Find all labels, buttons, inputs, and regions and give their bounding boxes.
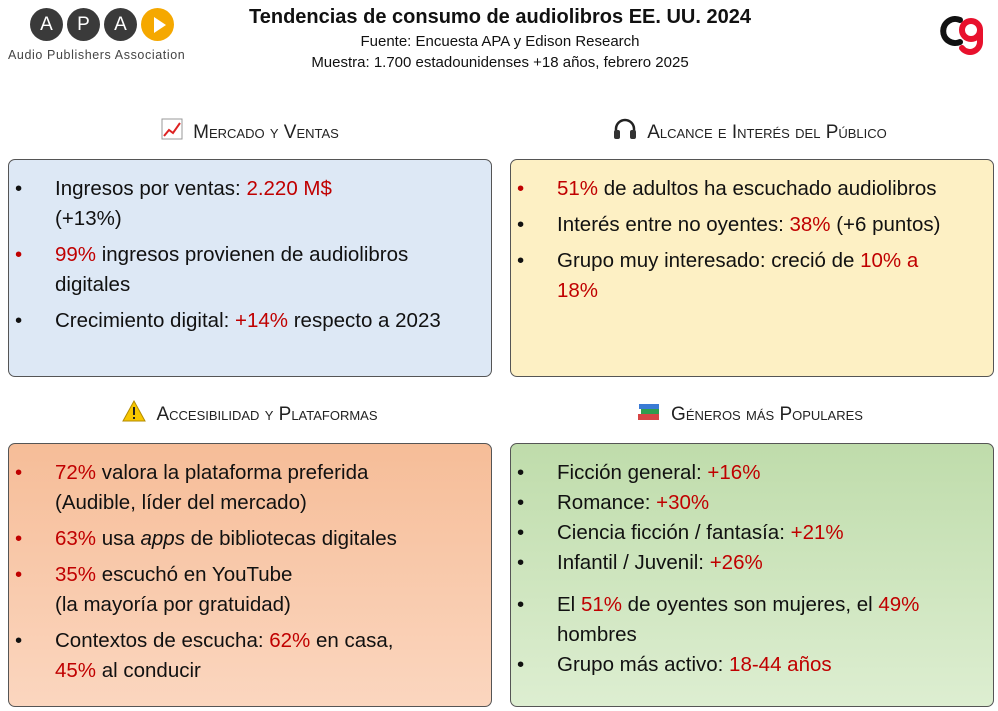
list-item: 99% ingresos provienen de audiolibros di… [15, 240, 451, 300]
reach-heading: Alcance e Interés del Público [508, 118, 992, 146]
cg-logo-icon [940, 16, 983, 55]
apa-letter-p: P [67, 8, 100, 41]
headphones-icon [613, 118, 637, 146]
genres-heading: Géneros más Populares [508, 400, 992, 428]
reach-title: Alcance e Interés del Público [647, 122, 887, 143]
list-item: Infantil / Juvenil: +26% [517, 548, 953, 578]
list-item: Crecimiento digital: +14% respecto a 202… [15, 306, 451, 336]
page-title: Tendencias de consumo de audiolibros EE.… [249, 6, 751, 28]
access-panel: 72% valora la plataforma preferida (Audi… [8, 443, 492, 707]
page-header: Tendencias de consumo de audiolibros EE.… [220, 6, 780, 71]
list-item: Romance: +30% [517, 488, 953, 518]
list-item: Grupo más activo: 18-44 años [517, 650, 953, 680]
list-item: Ingresos por ventas: 2.220 M$ (+13%) [15, 174, 451, 234]
source-line: Fuente: Encuesta APA y Edison Research [360, 33, 640, 50]
list-item: El 51% de oyentes son mujeres, el 49% ho… [517, 590, 953, 650]
reach-panel: 51% de adultos ha escuchado audiolibros … [510, 159, 994, 377]
list-item: 35% escuchó en YouTube(la mayoría por gr… [15, 560, 451, 620]
apa-letter-a2: A [104, 8, 137, 41]
access-heading: Accesibilidad y Plataformas [8, 399, 492, 428]
list-item: Ficción general: +16% [517, 458, 953, 488]
list-item: 72% valora la plataforma preferida (Audi… [15, 458, 451, 518]
sample-line: Muestra: 1.700 estadounidenses +18 años,… [311, 54, 689, 71]
list-item: Grupo muy interesado: creció de 10% a 18… [517, 246, 953, 306]
list-item: 63% usa apps de bibliotecas digitales [15, 524, 451, 554]
apa-letter-a: A [30, 8, 63, 41]
genres-panel: Ficción general: +16% Romance: +30% Cien… [510, 443, 994, 707]
chart-icon [161, 118, 183, 146]
access-title: Accesibilidad y Plataformas [156, 404, 378, 425]
market-heading: Mercado y Ventas [8, 118, 492, 146]
market-title: Mercado y Ventas [193, 122, 339, 143]
list-item: Interés entre no oyentes: 38% (+6 puntos… [517, 210, 953, 240]
list-item: 51% de adultos ha escuchado audiolibros [517, 174, 953, 204]
warning-icon [122, 399, 147, 428]
apa-logo: A P A Audio Publishers Association [8, 8, 208, 62]
books-icon [637, 400, 661, 428]
list-item: Contextos de escucha: 62% en casa, 45% a… [15, 626, 451, 686]
market-panel: Ingresos por ventas: 2.220 M$ (+13%) 99%… [8, 159, 492, 377]
play-icon [141, 8, 174, 41]
apa-name: Audio Publishers Association [8, 48, 186, 62]
genres-title: Géneros más Populares [671, 404, 863, 425]
list-item: Ciencia ficción / fantasía: +21% [517, 518, 953, 548]
